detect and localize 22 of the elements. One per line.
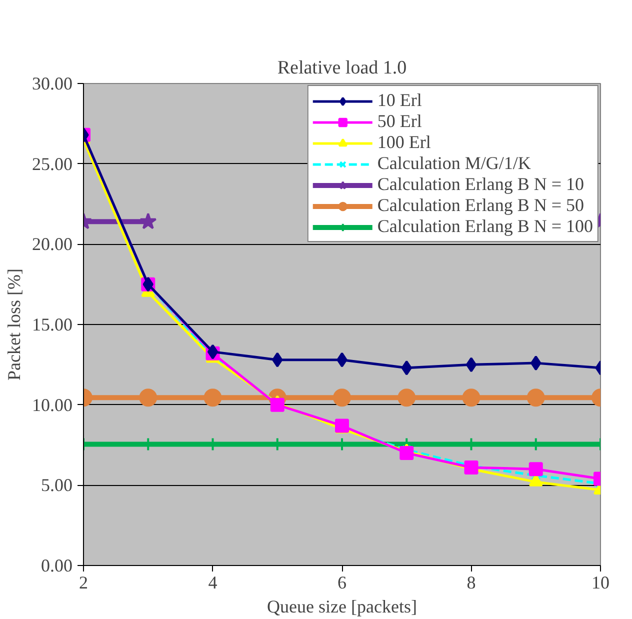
legend-label: 10 Erl [377, 90, 422, 111]
x-tick-label: 4 [208, 572, 218, 592]
x-tick-label: 8 [466, 572, 476, 592]
y-tick-label: 5.00 [41, 475, 72, 496]
y-tick-label: 30.00 [32, 74, 72, 94]
x-axis-title: Queue size [packets] [267, 596, 417, 616]
chart-title: Relative load 1.0 [277, 58, 407, 78]
y-axis-title: Packet loss [%] [4, 268, 24, 380]
y-tick-label: 0.00 [41, 556, 72, 576]
legend-label: Calculation Erlang B N = 10 [377, 174, 584, 195]
x-tick-label: 10 [592, 572, 610, 592]
legend-label: 100 Erl [377, 132, 431, 153]
y-tick-label: 20.00 [32, 234, 72, 254]
x-tick-label: 6 [338, 572, 346, 592]
legend-label: Calculation Erlang B N = 100 [377, 216, 593, 237]
y-tick-label: 15.00 [32, 314, 72, 334]
y-tick-label: 25.00 [32, 154, 72, 174]
y-tick-label: 10.00 [32, 394, 72, 415]
x-tick-label: 2 [79, 572, 88, 592]
legend-label: 50 Erl [377, 111, 422, 132]
legend-label: Calculation M/G/1/K [377, 153, 531, 174]
legend-label: Calculation Erlang B N = 50 [377, 195, 584, 216]
